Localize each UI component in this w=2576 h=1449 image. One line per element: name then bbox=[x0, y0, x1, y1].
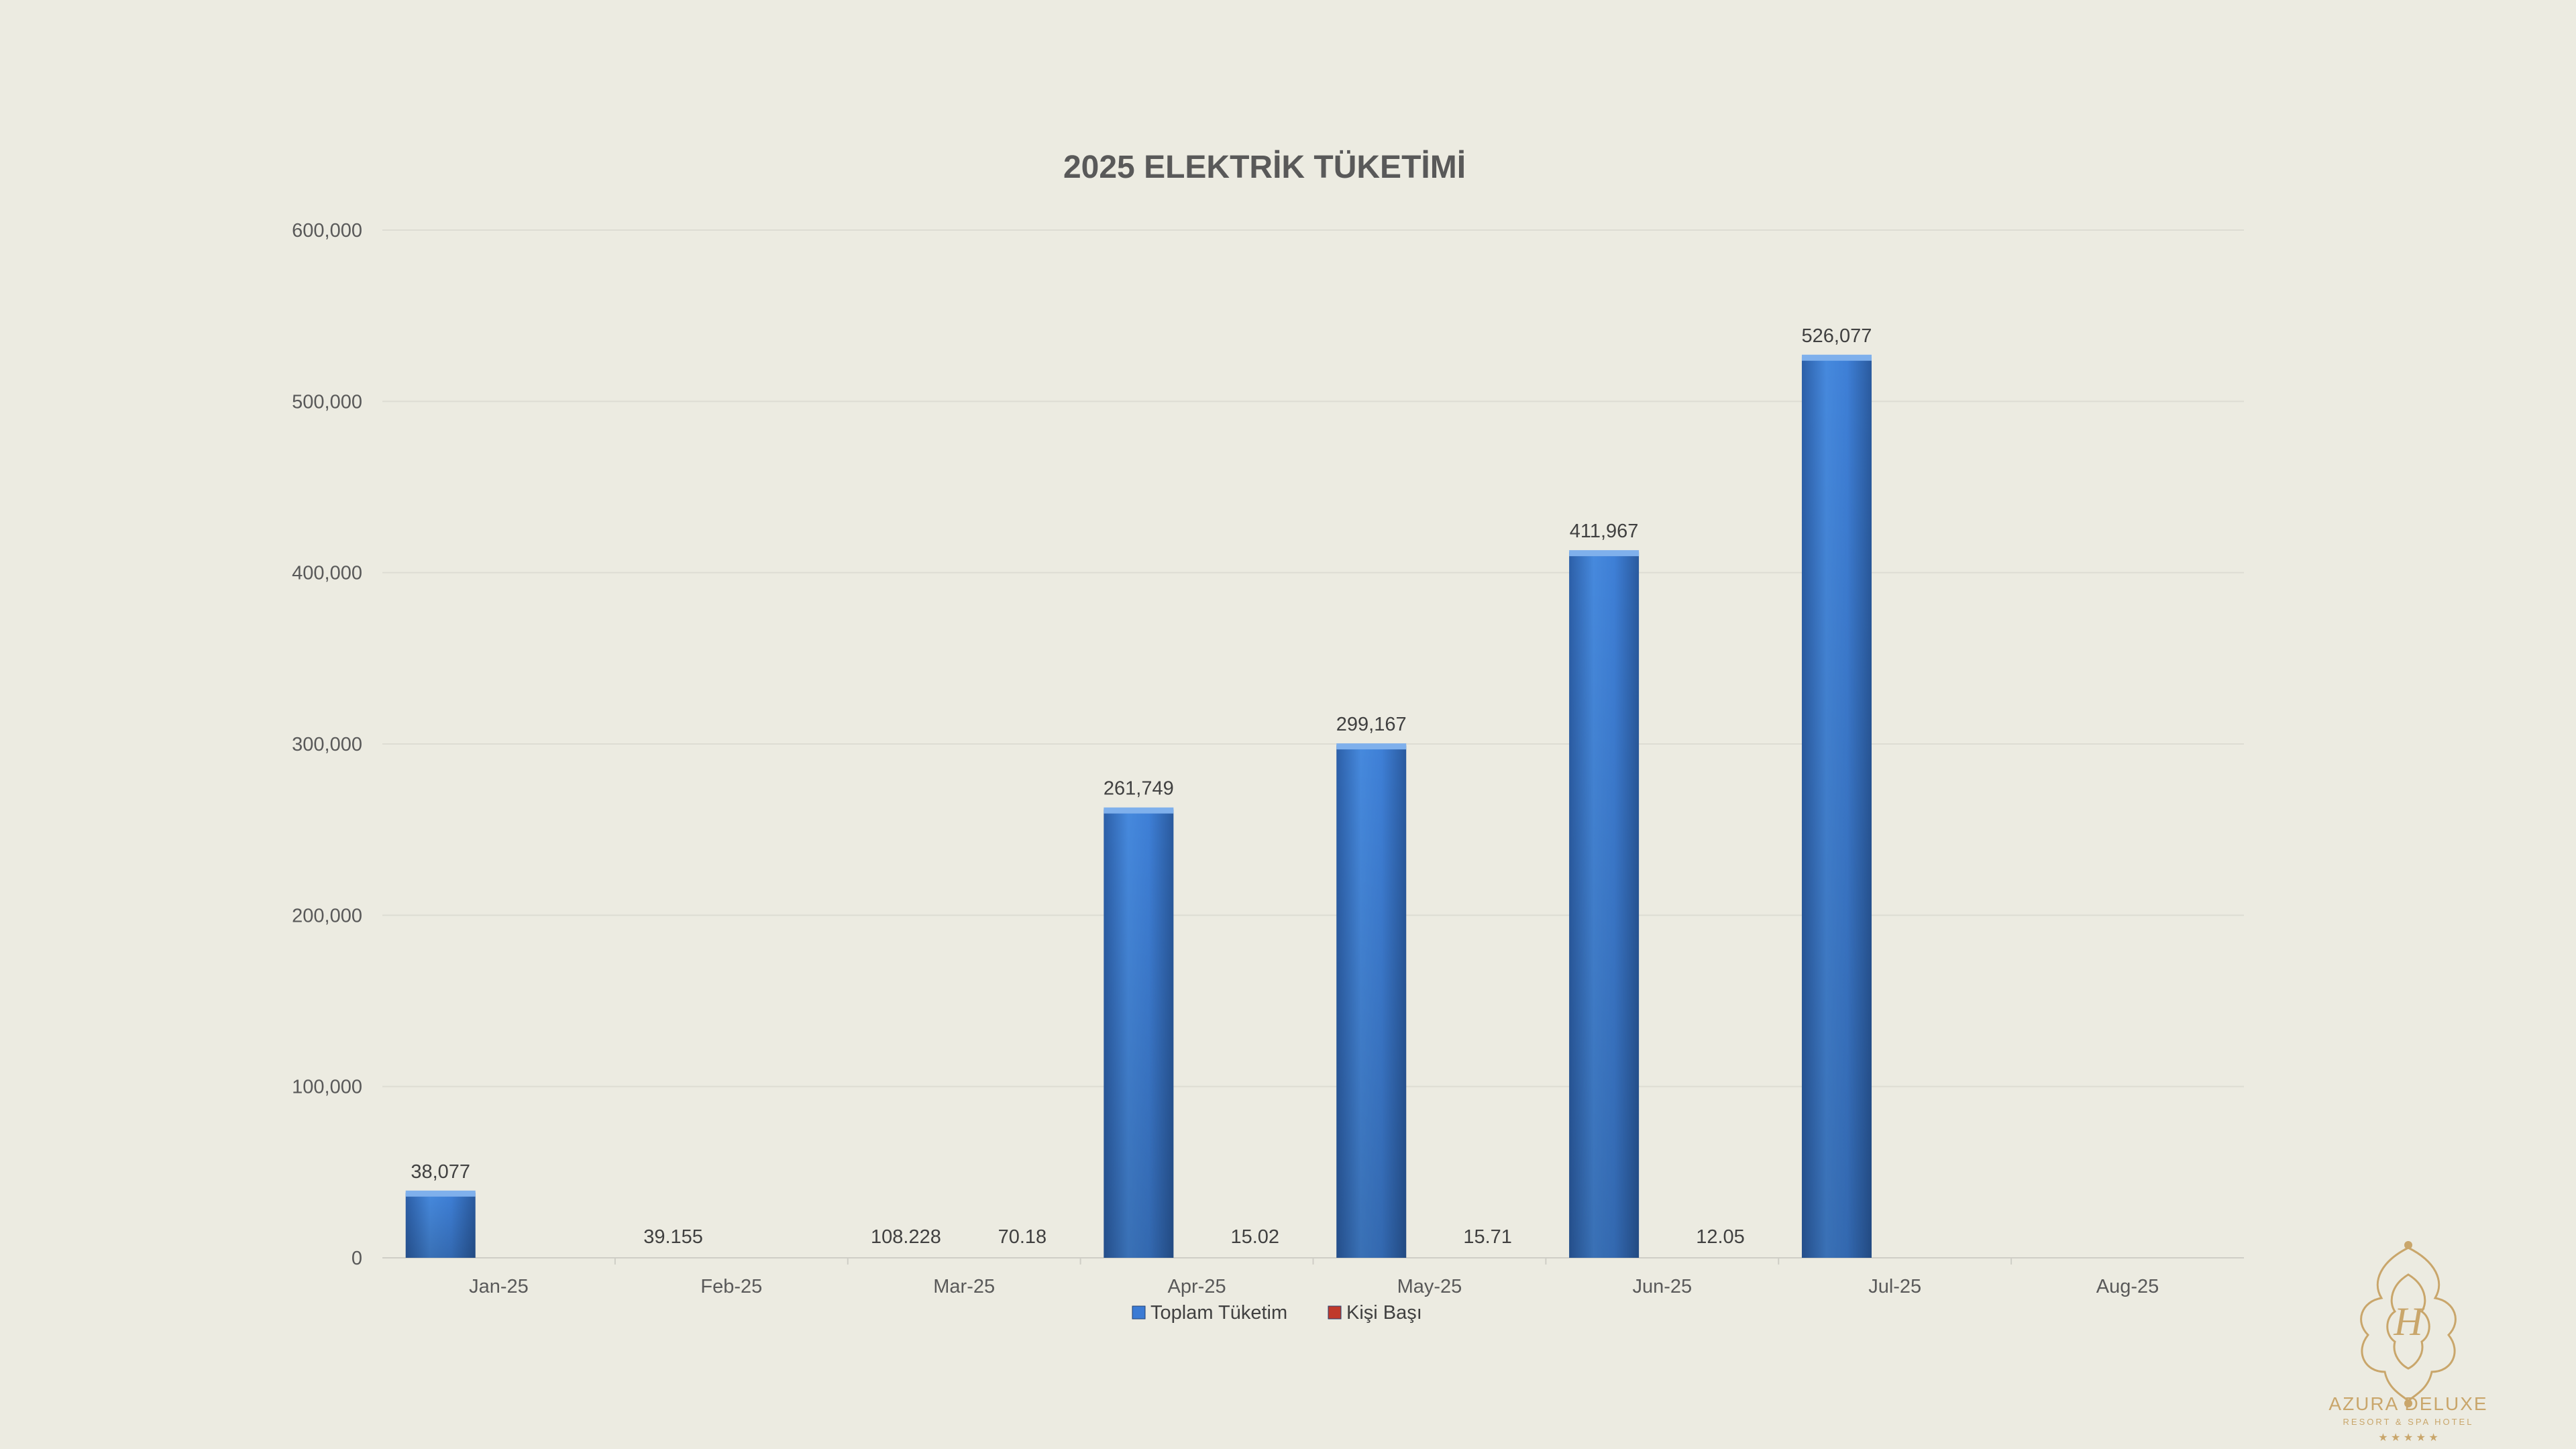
logo-stars: ★ ★ ★ ★ ★ bbox=[2378, 1432, 2438, 1444]
bars bbox=[405, 354, 1872, 1258]
x-tick-label: Apr-25 bbox=[1168, 1276, 1226, 1297]
x-tick-label: Jul-25 bbox=[1868, 1276, 1921, 1297]
bar-top bbox=[1336, 743, 1407, 750]
legend: Toplam Tüketim Kişi Başı bbox=[1132, 1302, 1422, 1324]
x-tick-label: Jun-25 bbox=[1632, 1276, 1692, 1297]
bar-shade bbox=[1336, 745, 1407, 1258]
data-label: 38,077 bbox=[411, 1161, 470, 1183]
x-tick-label: Aug-25 bbox=[2096, 1276, 2159, 1297]
data-label: 12.05 bbox=[1696, 1226, 1745, 1248]
bar-shade bbox=[1104, 809, 1174, 1258]
bar-top bbox=[405, 1190, 476, 1197]
y-tick-label: 300,000 bbox=[292, 734, 362, 755]
bar-shade bbox=[1569, 552, 1640, 1258]
x-tick-label: Mar-25 bbox=[933, 1276, 995, 1297]
azura-deluxe-logo: H AZURA DELUXE RESORT & SPA HOTEL ★ ★ ★ … bbox=[2328, 1241, 2487, 1444]
bar-shade bbox=[1801, 356, 1872, 1258]
y-axis: 0 100,000 200,000 300,000 400,000 500,000 600,… bbox=[292, 220, 362, 1269]
bar-top bbox=[1569, 550, 1640, 557]
y-tick-label: 500,000 bbox=[292, 391, 362, 413]
bar-shade bbox=[405, 1192, 476, 1258]
x-tick-label: Jan-25 bbox=[469, 1276, 529, 1297]
bar-top bbox=[1104, 807, 1174, 814]
bar-top bbox=[1801, 354, 1872, 361]
data-label: 39.155 bbox=[643, 1226, 703, 1248]
legend-label: Kişi Başı bbox=[1346, 1302, 1422, 1324]
y-tick-label: 400,000 bbox=[292, 563, 362, 584]
chart-title: 2025 ELEKTRİK TÜKETİMİ bbox=[1063, 150, 1466, 185]
y-tick-label: 200,000 bbox=[292, 905, 362, 926]
data-label: 411,967 bbox=[1570, 521, 1639, 542]
data-label: 15.02 bbox=[1230, 1226, 1279, 1248]
y-tick-label: 100,000 bbox=[292, 1077, 362, 1098]
gridlines bbox=[382, 229, 2244, 1258]
data-label: 108.228 bbox=[871, 1226, 941, 1248]
legend-label: Toplam Tüketim bbox=[1150, 1302, 1287, 1324]
data-label: 261,749 bbox=[1104, 778, 1174, 800]
y-tick-label: 600,000 bbox=[292, 220, 362, 241]
data-label: 70.18 bbox=[998, 1226, 1047, 1248]
x-tick-label: Feb-25 bbox=[700, 1276, 762, 1297]
data-labels: 38,077 39.155 108.228 261,749 299,167 411,967… bbox=[411, 325, 1872, 1248]
svg-text:H: H bbox=[2393, 1299, 2425, 1344]
logo-brand: AZURA DELUXE bbox=[2328, 1393, 2487, 1414]
data-label: 526,077 bbox=[1802, 325, 1872, 347]
logo-tagline: RESORT & SPA HOTEL bbox=[2343, 1417, 2474, 1427]
x-tick-label: May-25 bbox=[1397, 1276, 1462, 1297]
data-label: 15.71 bbox=[1463, 1226, 1512, 1248]
legend-swatch bbox=[1328, 1305, 1342, 1320]
x-axis: Jan-25 Feb-25 Mar-25 Apr-25 May-25 Jun-25 Jul-… bbox=[469, 1258, 2159, 1297]
data-label: 299,167 bbox=[1336, 714, 1407, 735]
legend-swatch bbox=[1132, 1305, 1146, 1320]
y-tick-label: 0 bbox=[352, 1248, 362, 1269]
